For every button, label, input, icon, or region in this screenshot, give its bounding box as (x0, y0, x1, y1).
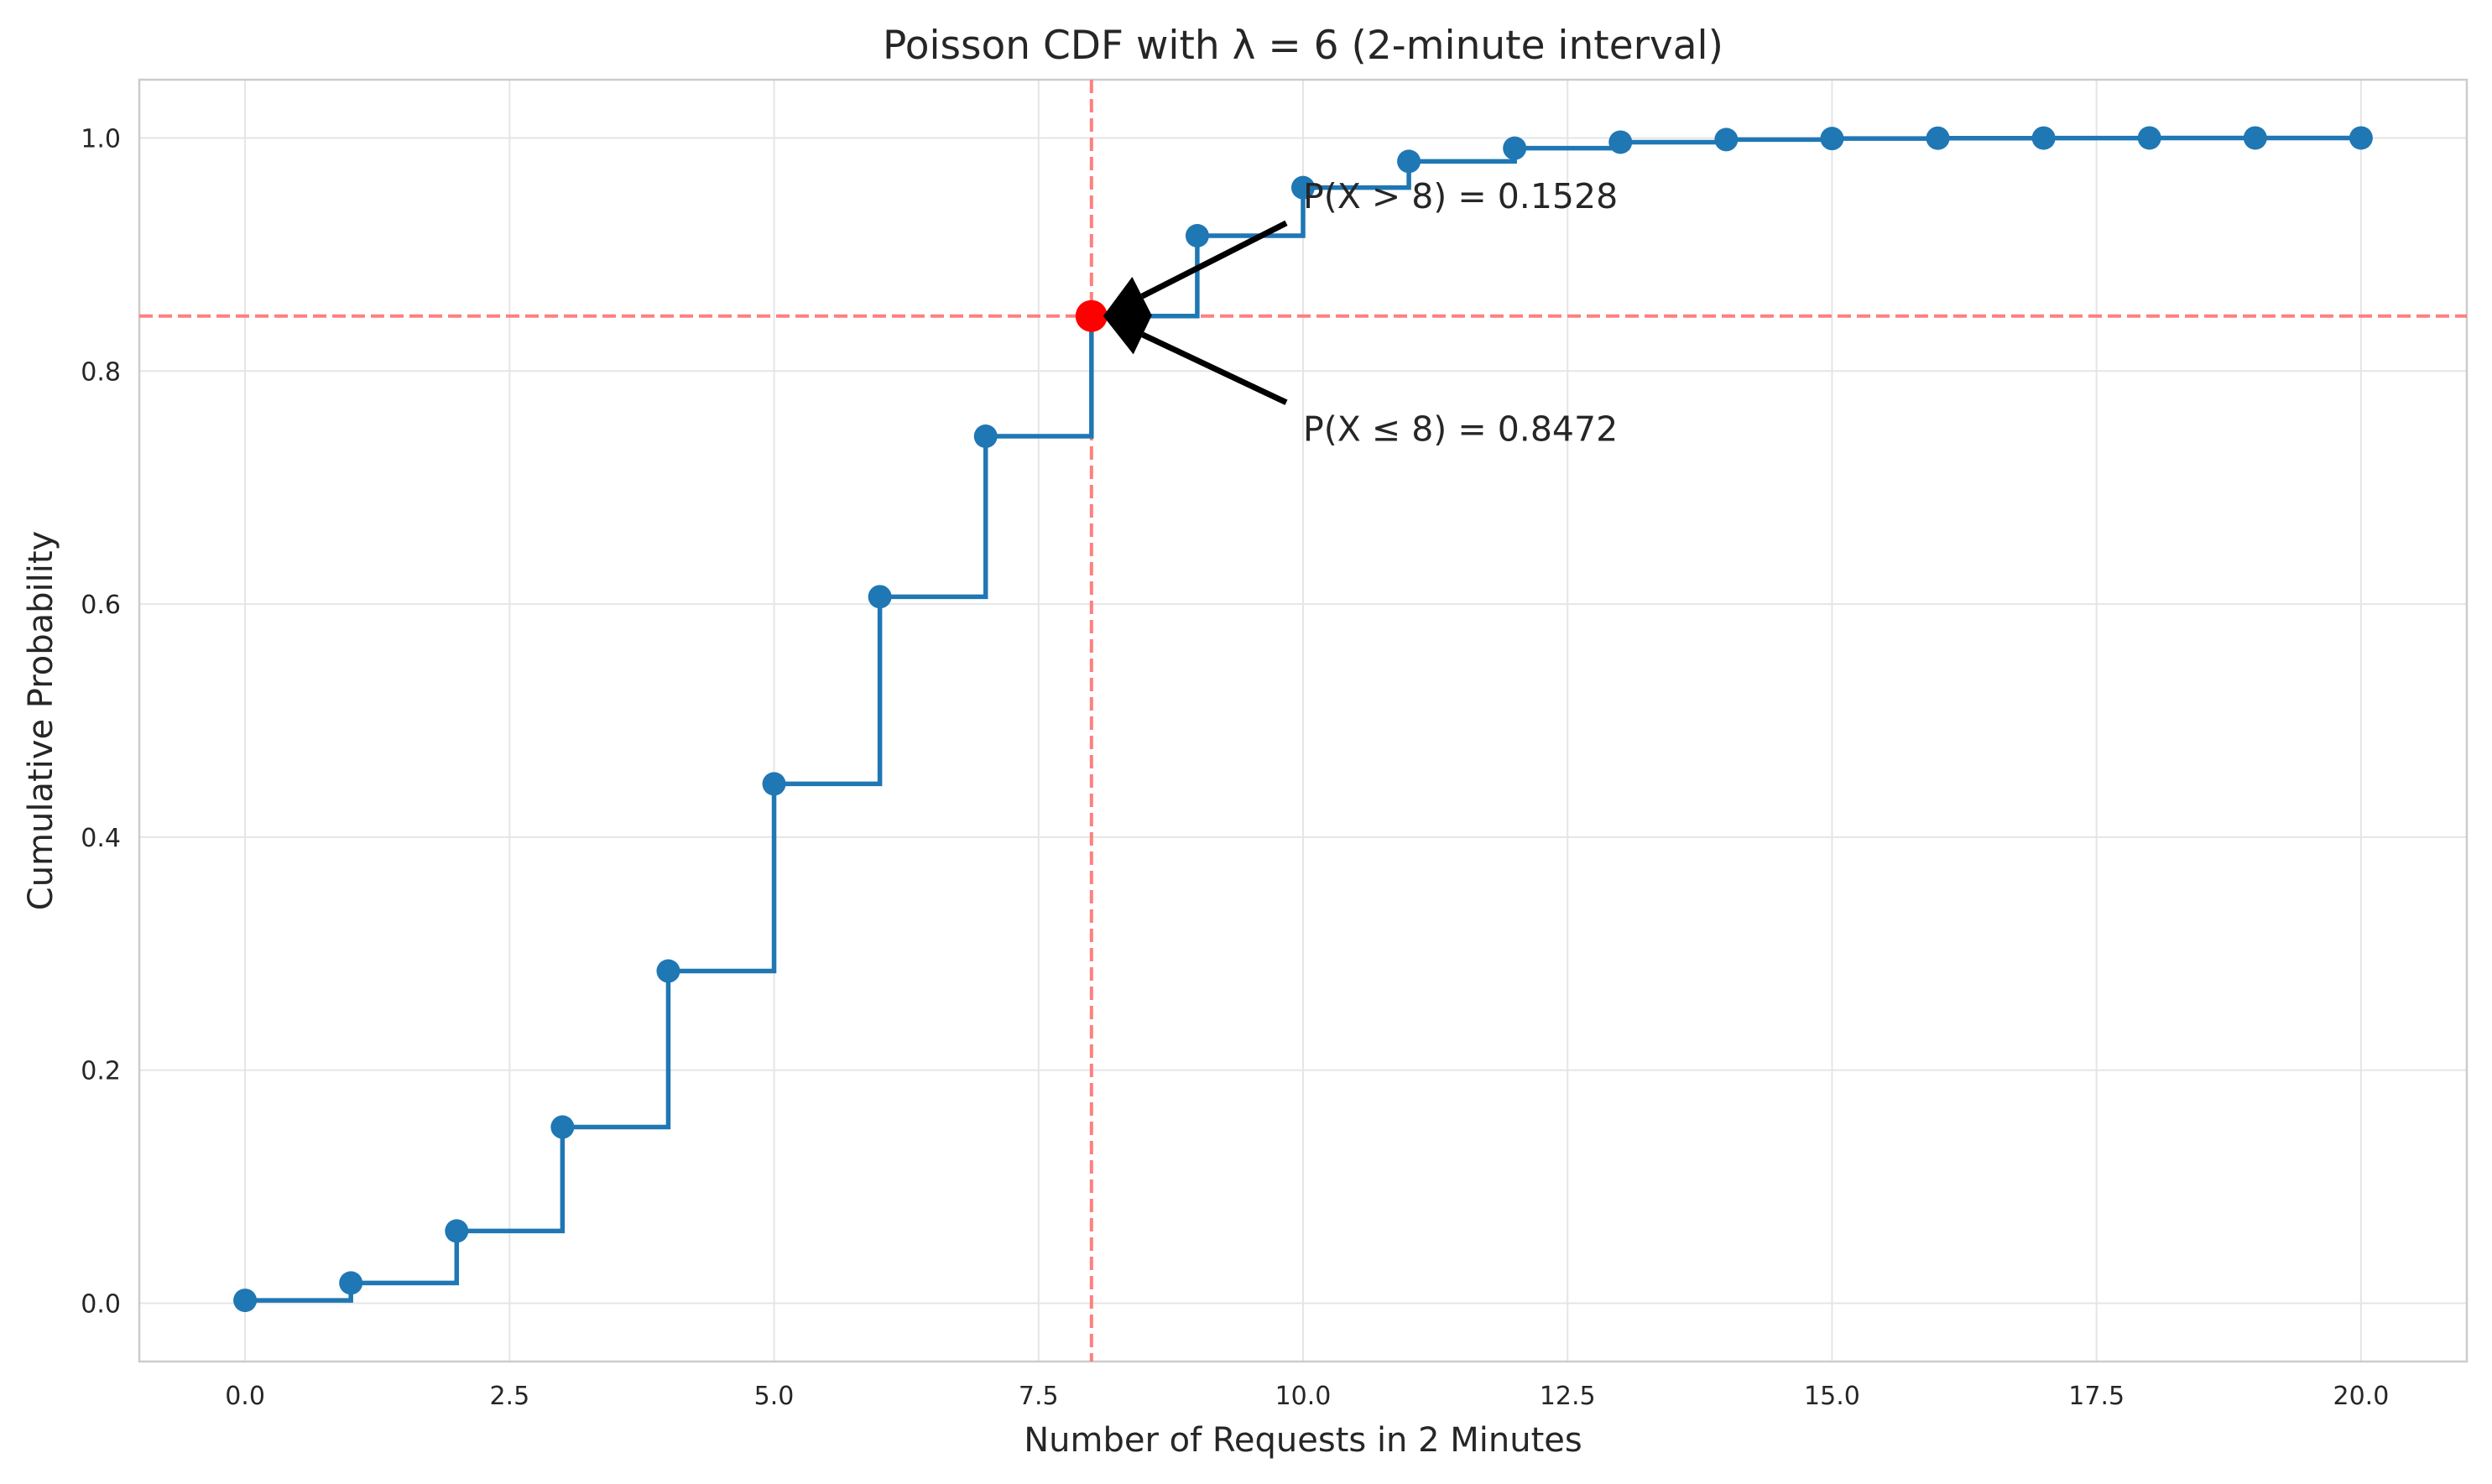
cdf-point-marker (868, 585, 892, 609)
cdf-point-marker (1820, 127, 1844, 151)
cdf-point-marker (1926, 126, 1950, 150)
highlight-point (1075, 299, 1108, 332)
cdf-point-marker (1291, 175, 1315, 200)
cdf-point-marker (1397, 149, 1421, 174)
grid-layer (139, 80, 2467, 1362)
annotation-text: P(X ≤ 8) = 0.8472 (1303, 409, 1618, 450)
series-layer (233, 126, 2373, 1313)
cdf-point-marker (1185, 223, 1209, 247)
cdf-point-marker (1608, 130, 1633, 154)
y-axis-label: Cumulative Probability (22, 531, 60, 910)
y-tick-label: 0.4 (81, 824, 121, 853)
y-tick-label: 0.2 (81, 1057, 121, 1086)
cdf-point-marker (550, 1115, 575, 1139)
y-tick-label: 0.6 (81, 591, 121, 620)
y-tick-labels: 0.0 0.2 0.4 0.6 0.8 1.0 (81, 124, 121, 1319)
cdf-point-marker (1714, 128, 1739, 152)
x-tick-label: 2.5 (489, 1382, 529, 1411)
cdf-point-marker (233, 1289, 258, 1313)
cdf-point-marker (656, 959, 680, 983)
plot-frame (138, 78, 2469, 1363)
x-tick-label: 12.5 (1540, 1382, 1596, 1411)
x-tick-labels: 0.0 2.5 5.0 7.5 10.0 12.5 15.0 17.5 20.0 (225, 1382, 2389, 1411)
annotation-arrow-shaft (1140, 220, 1288, 299)
y-tick-label: 0.0 (81, 1290, 121, 1320)
cdf-point-marker (762, 772, 786, 796)
cdf-point-marker (2031, 126, 2056, 150)
y-tick-label: 1.0 (81, 124, 121, 154)
annotation-arrow-head (1103, 315, 1152, 355)
cdf-point-marker (2349, 126, 2373, 150)
x-tick-label: 7.5 (1019, 1382, 1059, 1411)
x-tick-label: 15.0 (1804, 1382, 1860, 1411)
cdf-point-marker (973, 424, 998, 449)
x-tick-label: 5.0 (754, 1382, 795, 1411)
cdf-point-marker (2243, 126, 2267, 150)
annotation-text: P(X > 8) = 0.1528 (1303, 176, 1618, 216)
x-tick-label: 20.0 (2333, 1382, 2390, 1411)
cdf-point-marker (445, 1219, 469, 1243)
cdf-point-marker (1503, 136, 1527, 160)
x-tick-label: 0.0 (225, 1382, 265, 1411)
annotations-layer: P(X ≤ 8) = 0.8472 P(X > 8) = 0.1528 (1103, 176, 1618, 450)
y-tick-label: 0.8 (81, 357, 121, 387)
x-tick-label: 17.5 (2068, 1382, 2124, 1411)
reference-lines (139, 80, 2467, 1362)
chart-title: Poisson CDF with λ = 6 (2-minute interva… (883, 23, 1723, 69)
x-tick-label: 10.0 (1275, 1382, 1332, 1411)
cdf-point-marker (339, 1271, 363, 1295)
annotation-arrow-head (1103, 276, 1152, 316)
annotation-arrow-shaft (1141, 331, 1288, 405)
cdf-point-marker (2137, 126, 2161, 150)
x-axis-label: Number of Requests in 2 Minutes (1024, 1421, 1582, 1460)
